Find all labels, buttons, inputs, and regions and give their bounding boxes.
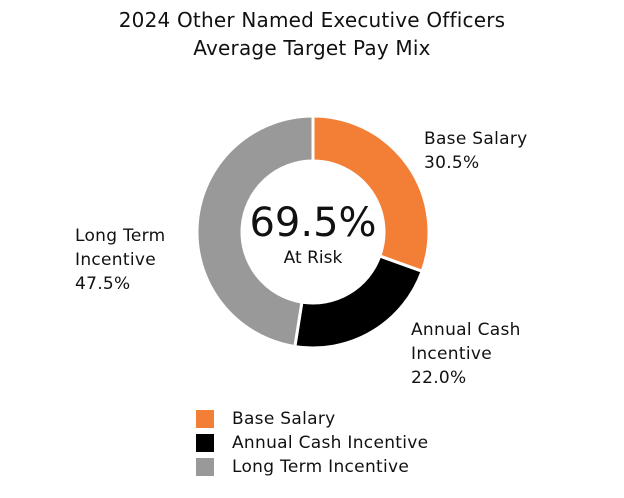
legend-item-base-salary: Base Salary: [196, 407, 428, 431]
slice-label-annual-cash-incentive-line-2: Incentive: [411, 344, 492, 364]
slice-label-annual-cash-incentive-value: 22.0%: [411, 368, 467, 388]
legend-swatch-long-term-incentive: [196, 458, 214, 476]
chart-title-line-2: Average Target Pay Mix: [193, 36, 431, 60]
slice-label-long-term-incentive-line-2: Incentive: [75, 250, 156, 270]
slice-label-long-term-incentive-line-1: Long Term: [75, 226, 166, 246]
donut-slice-base-salary: [311, 114, 431, 274]
legend-label-base-salary: Base Salary: [232, 409, 336, 429]
center-value: 69.5%: [249, 200, 377, 246]
legend-swatch-annual-cash-incentive: [196, 434, 214, 452]
slice-label-base-salary-value: 30.5%: [424, 153, 480, 173]
slice-label-annual-cash-incentive: Annual Cash Incentive 22.0%: [411, 318, 521, 390]
slice-label-long-term-incentive: Long Term Incentive 47.5%: [75, 224, 165, 296]
legend-item-annual-cash-incentive: Annual Cash Incentive: [196, 431, 428, 455]
slice-label-base-salary: Base Salary 30.5%: [424, 127, 528, 175]
center-label: At Risk: [283, 248, 343, 268]
slice-label-annual-cash-incentive-line-1: Annual Cash: [411, 320, 521, 340]
legend-label-annual-cash-incentive: Annual Cash Incentive: [232, 433, 429, 453]
donut-slice-long-term-incentive: [195, 114, 315, 349]
legend: Base Salary Annual Cash Incentive Long T…: [196, 407, 428, 479]
legend-label-long-term-incentive: Long Term Incentive: [232, 457, 410, 477]
legend-swatch-base-salary: [196, 410, 214, 428]
slice-label-long-term-incentive-value: 47.5%: [75, 274, 131, 294]
chart-title-line-1: 2024 Other Named Executive Officers: [118, 8, 506, 32]
slice-label-base-salary-name: Base Salary: [424, 129, 528, 149]
legend-item-long-term-incentive: Long Term Incentive: [196, 455, 428, 479]
